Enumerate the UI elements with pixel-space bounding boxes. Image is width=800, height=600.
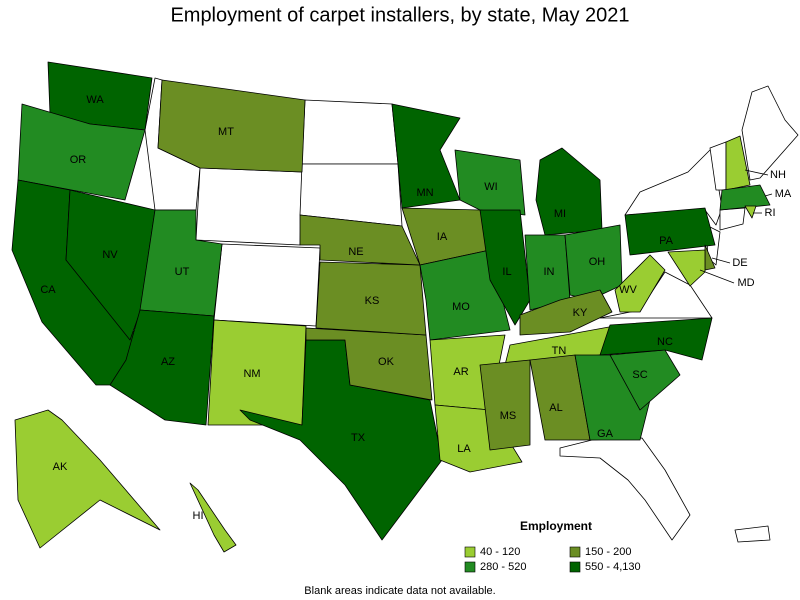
legend-swatch <box>464 561 476 573</box>
state-label: IA <box>437 231 448 243</box>
state <box>14 409 161 549</box>
legend: 40 - 120 150 - 200 280 - 520 550 - 4,130 <box>464 546 641 573</box>
state-label: DE <box>732 257 747 269</box>
state <box>535 147 603 236</box>
legend-swatch <box>569 561 581 573</box>
state <box>599 317 713 361</box>
state <box>109 309 215 426</box>
state-label: KY <box>573 307 588 319</box>
state-nd <box>301 99 399 165</box>
state <box>564 224 623 301</box>
state <box>719 184 771 211</box>
state <box>479 359 531 451</box>
state-label: UT <box>175 266 190 278</box>
leader-line <box>744 169 769 176</box>
state-label: AR <box>453 366 468 378</box>
state <box>65 189 156 341</box>
state-co <box>213 243 321 327</box>
state-ct <box>719 207 746 231</box>
state <box>419 249 511 341</box>
state-label: SC <box>632 369 647 381</box>
state-label: NV <box>102 249 118 261</box>
state <box>315 261 427 336</box>
state-label: HI <box>193 510 204 522</box>
state-labels: WA OR CA NV MT UT AZ NM TX OK KS NE IA MN WI MO AR LA IL MI… <box>40 94 792 522</box>
puerto-rico <box>734 525 771 543</box>
legend-label: 40 - 120 <box>480 546 520 558</box>
map-title: Employment of carpet installers, by stat… <box>170 4 629 26</box>
legend-label: 150 - 200 <box>585 546 631 558</box>
state <box>614 254 666 313</box>
state-label: MI <box>554 208 566 220</box>
state <box>574 354 651 441</box>
state <box>725 135 751 191</box>
state <box>434 404 523 473</box>
state-label: WA <box>86 94 104 106</box>
state <box>157 79 306 173</box>
state-label: AZ <box>161 356 175 368</box>
state <box>479 209 531 326</box>
state <box>744 205 757 219</box>
state <box>299 214 421 266</box>
state-wy <box>195 167 303 246</box>
state-label: NH <box>770 169 786 181</box>
state-label: AL <box>549 402 562 414</box>
state <box>17 103 146 201</box>
states <box>11 61 771 553</box>
state-label: NC <box>657 336 673 348</box>
state-label: TX <box>351 432 366 444</box>
state-label: MN <box>416 187 433 199</box>
blank-states <box>144 77 799 543</box>
legend-title: Employment <box>520 519 592 533</box>
state-fl <box>559 437 691 541</box>
leader-line <box>764 193 773 197</box>
state-label: OR <box>70 154 87 166</box>
state-label: MO <box>452 301 470 313</box>
state-label: NE <box>348 246 363 258</box>
state-label: MS <box>500 410 517 422</box>
state-label: TN <box>552 345 567 357</box>
leader-line <box>711 257 731 264</box>
state <box>519 289 613 336</box>
legend-label: 550 - 4,130 <box>585 561 641 573</box>
state-label: IN <box>544 266 555 278</box>
state-label: MD <box>737 277 754 289</box>
state-label: NM <box>243 368 260 380</box>
state-label: WV <box>619 284 637 296</box>
note: Blank areas indicate data not available. <box>304 585 495 597</box>
state-label: GA <box>597 428 614 440</box>
state-label: IL <box>502 266 511 278</box>
state-label: LA <box>457 443 471 455</box>
state <box>624 207 716 256</box>
state-label: RI <box>765 207 776 219</box>
leader-line <box>699 269 735 284</box>
state-label: AK <box>53 461 68 473</box>
state-label: MT <box>218 126 234 138</box>
legend-swatch <box>464 546 476 558</box>
legend-swatch <box>569 546 581 558</box>
legend-label: 280 - 520 <box>480 561 526 573</box>
state-label: OH <box>589 256 606 268</box>
state-label: MA <box>775 188 792 200</box>
state-label: KS <box>365 295 380 307</box>
state-label: WI <box>484 181 497 193</box>
state <box>189 482 237 553</box>
state-label: OK <box>378 356 395 368</box>
state-me <box>741 85 799 181</box>
state-label: CA <box>40 284 56 296</box>
state-label: PA <box>659 235 674 247</box>
